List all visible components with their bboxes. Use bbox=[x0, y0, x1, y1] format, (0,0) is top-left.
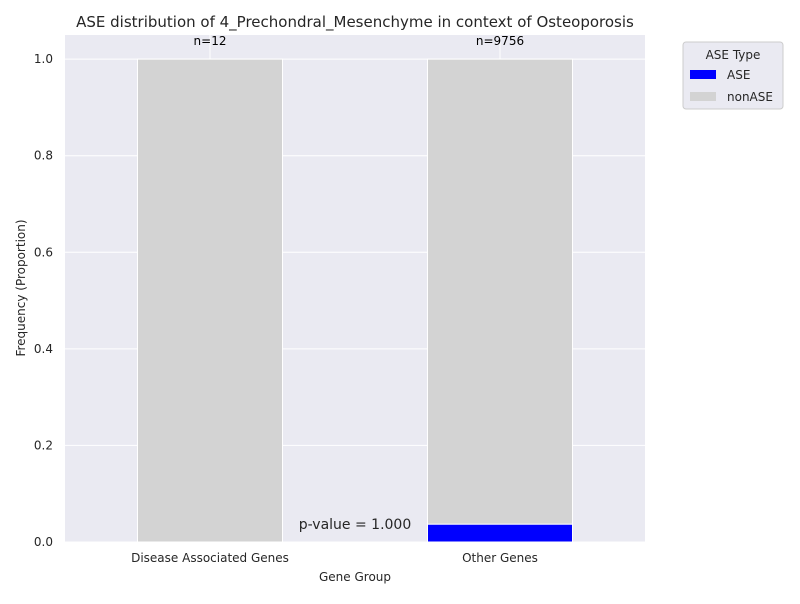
y-tick-label: 0.4 bbox=[34, 342, 53, 356]
count-labels: n=12 n=9756 bbox=[194, 34, 525, 48]
bars bbox=[137, 58, 573, 543]
bar-nonase-1 bbox=[427, 58, 573, 525]
legend-title: ASE Type bbox=[706, 48, 761, 62]
y-tick-label: 0.6 bbox=[34, 245, 53, 259]
x-tick-label: Other Genes bbox=[462, 551, 538, 565]
legend-swatch-nonase bbox=[690, 92, 716, 101]
y-tick-label: 1.0 bbox=[34, 52, 53, 66]
chart-title: ASE distribution of 4_Prechondral_Mesenc… bbox=[76, 13, 634, 32]
legend: ASE Type ASE nonASE bbox=[682, 41, 784, 110]
y-tick-label: 0.2 bbox=[34, 438, 53, 452]
y-tick-label: 0.8 bbox=[34, 149, 53, 163]
count-label: n=9756 bbox=[476, 34, 524, 48]
x-axis-ticks: Disease Associated Genes Other Genes bbox=[131, 551, 538, 565]
x-axis-label: Gene Group bbox=[319, 570, 391, 584]
bar-nonase-0 bbox=[137, 58, 283, 543]
count-label: n=12 bbox=[194, 34, 227, 48]
x-tick-label: Disease Associated Genes bbox=[131, 551, 289, 565]
y-axis-label: Frequency (Proportion) bbox=[14, 219, 28, 356]
bar-ase-1 bbox=[427, 523, 573, 543]
y-axis-ticks: 0.0 0.2 0.4 0.6 0.8 1.0 bbox=[34, 52, 53, 549]
legend-swatch-ase bbox=[690, 70, 716, 79]
legend-label-nonase: nonASE bbox=[727, 90, 773, 104]
y-tick-label: 0.0 bbox=[34, 535, 53, 549]
p-value-annotation: p-value = 1.000 bbox=[299, 517, 412, 533]
legend-label-ase: ASE bbox=[727, 68, 750, 82]
